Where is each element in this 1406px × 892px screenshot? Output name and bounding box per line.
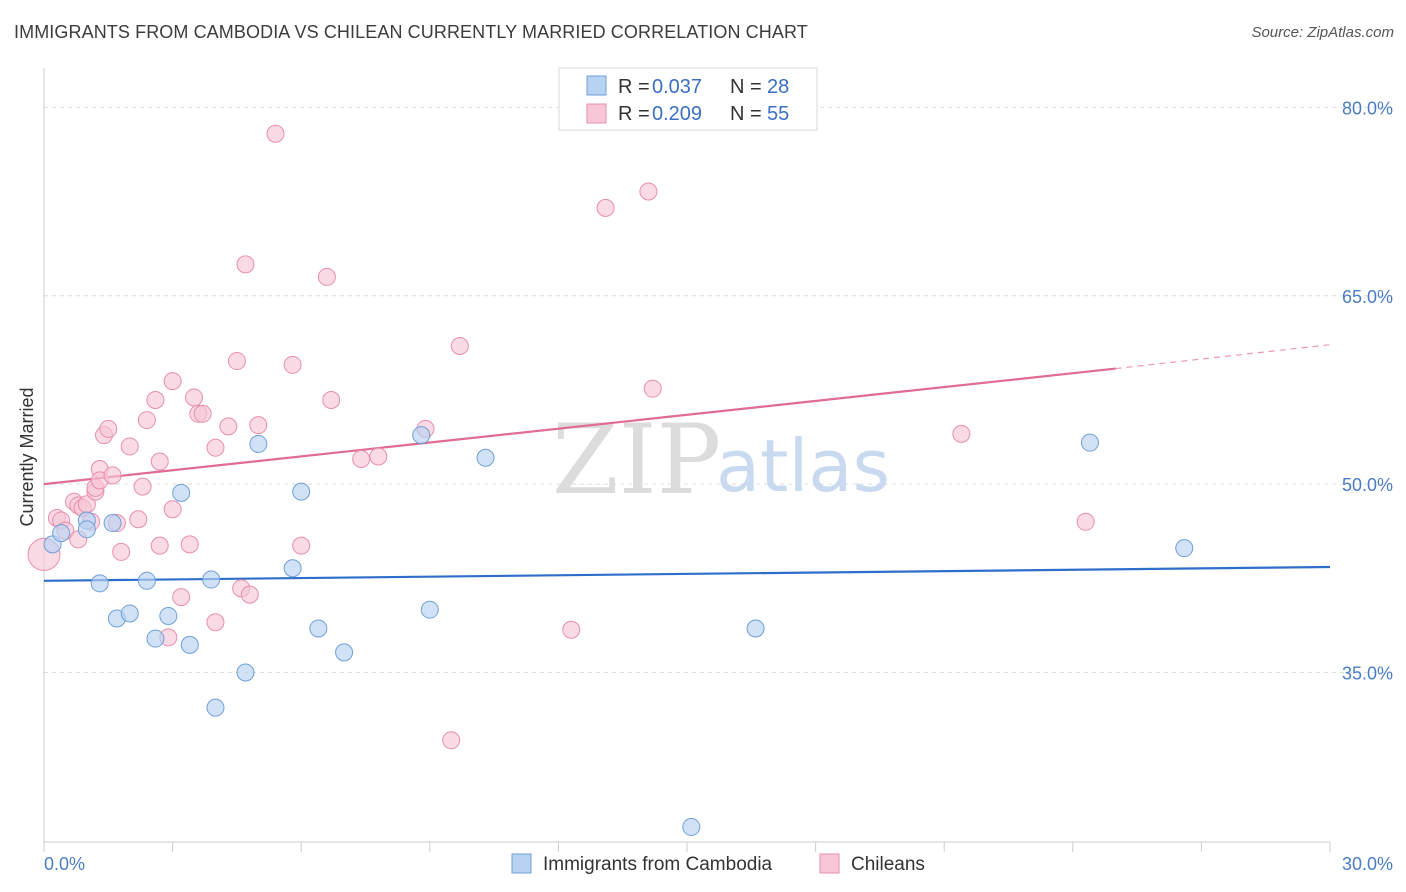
bottom-legend-label-cambodia: Immigrants from Cambodia — [543, 854, 773, 875]
chilean-point — [150, 452, 169, 471]
cambodia-point — [309, 619, 328, 638]
y-axis-label: Currently Married — [17, 387, 37, 526]
cambodia-point — [420, 600, 439, 619]
watermark-zip: ZIP — [552, 404, 721, 516]
y-tick-label: 50.0% — [1342, 475, 1393, 495]
cambodia-point — [476, 448, 495, 467]
bottom-legend-swatch-chileans — [819, 853, 840, 874]
bottom-legend-label-chileans: Chileans — [851, 854, 925, 875]
cambodia-point — [412, 426, 431, 445]
chilean-point — [180, 535, 199, 554]
cambodia-trend-line — [43, 565, 1331, 582]
cambodia-point — [746, 619, 765, 638]
cambodia-point — [1175, 539, 1194, 558]
legend-n-value-1: 28 — [767, 76, 789, 98]
cambodia-point — [103, 514, 122, 533]
data-points — [27, 124, 1194, 836]
legend-r-label-1: R = — [618, 76, 650, 98]
cambodia-point — [120, 604, 139, 623]
legend-swatch-cambodia — [586, 75, 607, 96]
cambodia-point — [52, 524, 71, 543]
cambodia-point — [77, 520, 96, 539]
chilean-point — [562, 620, 581, 639]
y-tick-label: 80.0% — [1342, 98, 1393, 118]
chilean-point — [227, 352, 246, 371]
y-tick-labels: 80.0% 65.0% 50.0% 35.0% — [1342, 98, 1393, 683]
x-tick-label-max: 30.0% — [1342, 854, 1393, 874]
chilean-point — [150, 536, 169, 555]
chilean-point — [240, 585, 259, 604]
watermark: ZIP atlas — [552, 404, 890, 516]
chilean-point — [172, 588, 191, 607]
cambodia-point — [206, 698, 225, 717]
cambodia-point — [146, 629, 165, 648]
x-tick-label-min: 0.0% — [44, 854, 85, 874]
chilean-point — [249, 416, 268, 435]
y-tick-label: 65.0% — [1342, 287, 1393, 307]
chilean-point — [163, 500, 182, 519]
chilean-trend-line — [43, 367, 1116, 486]
chilean-point — [103, 466, 122, 485]
chilean-point — [129, 510, 148, 529]
legend-swatch-chileans — [586, 103, 607, 124]
chilean-point — [952, 424, 971, 443]
cambodia-point — [682, 817, 701, 836]
cambodia-point — [1080, 433, 1099, 452]
chilean-point — [236, 255, 255, 274]
chilean-point — [146, 390, 165, 409]
chilean-point — [322, 390, 341, 409]
chilean-point — [112, 542, 131, 561]
cambodia-point — [283, 559, 302, 578]
chilean-point — [99, 419, 118, 438]
cambodia-point — [249, 434, 268, 453]
bottom-legend: Immigrants from Cambodia Chileans — [511, 853, 925, 875]
chilean-point — [352, 450, 371, 468]
chilean-point — [163, 372, 182, 391]
trend-lines — [43, 344, 1331, 582]
legend-r-label-2: R = — [618, 103, 650, 125]
cambodia-point — [180, 635, 199, 654]
cambodia-point — [335, 643, 354, 662]
chilean-point — [1076, 512, 1095, 531]
chilean-point — [369, 447, 388, 466]
chilean-point — [193, 404, 212, 423]
chilean-point — [206, 613, 225, 632]
chilean-point — [266, 124, 285, 143]
axes — [43, 68, 1331, 852]
chilean-point — [292, 536, 311, 555]
chilean-point — [206, 438, 225, 457]
bottom-legend-swatch-cambodia — [511, 853, 532, 874]
watermark-atlas: atlas — [716, 424, 890, 508]
top-legend: R = 0.037 N = 28 R = 0.209 N = 55 — [558, 67, 818, 131]
cambodia-point — [137, 571, 156, 590]
chilean-point — [596, 198, 615, 217]
cambodia-point — [90, 574, 109, 593]
chilean-point — [137, 411, 156, 430]
chilean-point — [185, 388, 204, 407]
chilean-point — [283, 355, 302, 374]
cambodia-point — [292, 482, 311, 501]
chilean-point — [450, 336, 469, 355]
chilean-point — [639, 182, 658, 201]
source-label: Source: ZipAtlas.com — [1251, 24, 1394, 41]
chilean-point — [643, 379, 662, 398]
chilean-point — [120, 437, 139, 456]
chart-title: IMMIGRANTS FROM CAMBODIA VS CHILEAN CURR… — [14, 22, 808, 42]
cambodia-point — [159, 606, 178, 625]
chilean-point — [442, 731, 461, 750]
legend-n-value-2: 55 — [767, 103, 789, 125]
cambodia-point — [202, 570, 221, 589]
legend-r-value-2: 0.209 — [652, 103, 702, 125]
chilean-point — [317, 267, 336, 286]
chilean-point — [133, 477, 152, 496]
legend-n-label-2: N = — [730, 103, 762, 125]
legend-n-label-1: N = — [730, 76, 762, 98]
chilean-point — [219, 417, 238, 436]
chilean-trend-extension — [1115, 344, 1331, 370]
cambodia-point — [172, 483, 191, 502]
y-tick-label: 35.0% — [1342, 663, 1393, 683]
legend-r-value-1: 0.037 — [652, 76, 702, 98]
cambodia-point — [236, 663, 255, 682]
